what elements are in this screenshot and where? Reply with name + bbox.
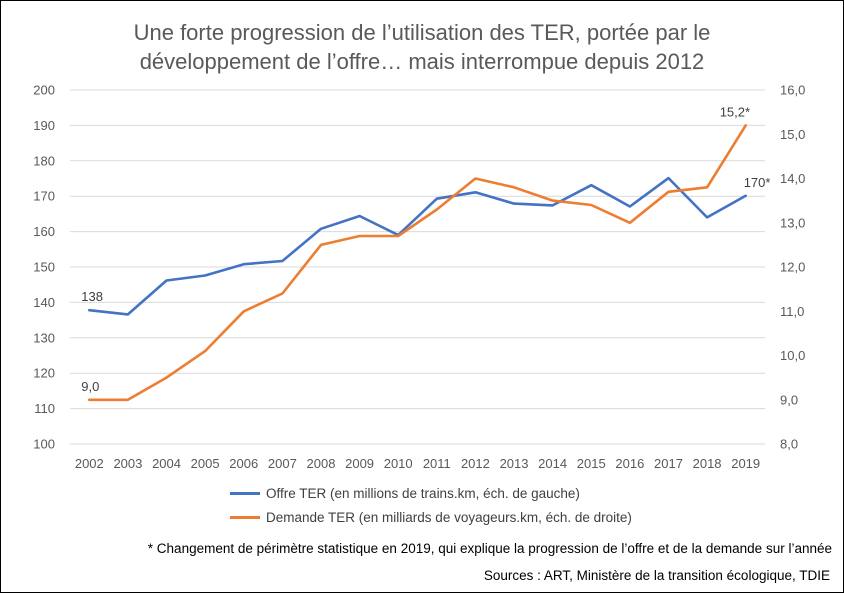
legend-label-demande: Demande TER (en milliards de voyageurs.k… — [266, 509, 632, 525]
y-left-tick-label: 150 — [33, 260, 55, 275]
legend: Offre TER (en millions de trains.km, éch… — [230, 481, 632, 529]
x-tick-label: 2007 — [268, 456, 297, 471]
source-line: Sources : ART, Ministère de la transitio… — [483, 568, 830, 583]
x-tick-label: 2008 — [307, 456, 336, 471]
x-tick-label: 2005 — [191, 456, 220, 471]
x-tick-label: 2013 — [500, 456, 529, 471]
data-label: 9,0 — [81, 379, 99, 394]
y-right-tick-label: 16,0 — [780, 83, 805, 98]
y-left-tick-label: 200 — [33, 83, 55, 98]
y-left-tick-label: 100 — [33, 437, 55, 452]
x-tick-label: 2009 — [345, 456, 374, 471]
series-line-offre — [88, 176, 748, 316]
footnote: * Changement de périmètre statistique en… — [147, 541, 832, 556]
data-label: 15,2* — [720, 104, 750, 119]
chart-title: Une forte progression de l’utilisation d… — [0, 18, 844, 76]
chart-title-line-2: développement de l’offre… mais interromp… — [139, 49, 705, 74]
legend-item-demande: Demande TER (en milliards de voyageurs.k… — [230, 505, 632, 529]
legend-swatch-offre — [230, 491, 260, 495]
x-tick-label: 2004 — [152, 456, 181, 471]
x-tick-label: 2016 — [615, 456, 644, 471]
data-label: 170* — [744, 175, 771, 190]
y-right-tick-label: 11,0 — [780, 304, 804, 319]
y-left-tick-label: 130 — [33, 330, 55, 345]
x-tick-label: 2002 — [75, 456, 104, 471]
legend-label-offre: Offre TER (en millions de trains.km, éch… — [266, 485, 580, 501]
x-tick-label: 2010 — [384, 456, 413, 471]
y-right-tick-label: 13,0 — [780, 215, 805, 230]
y-right-tick-label: 15,0 — [780, 127, 805, 142]
x-tick-label: 2018 — [693, 456, 722, 471]
y-left-tick-label: 180 — [33, 153, 55, 168]
y-right-tick-label: 10,0 — [780, 348, 805, 363]
y-left-tick-label: 120 — [33, 366, 55, 381]
x-tick-label: 2019 — [731, 456, 760, 471]
y-right-tick-label: 8,0 — [780, 437, 798, 452]
y-right-tick-label: 12,0 — [780, 260, 805, 275]
legend-swatch-demande — [230, 515, 260, 519]
y-right-tick-label: 14,0 — [780, 171, 805, 186]
x-tick-label: 2011 — [423, 456, 451, 471]
x-tick-label: 2006 — [229, 456, 258, 471]
x-tick-label: 2012 — [461, 456, 490, 471]
x-tick-label: 2017 — [654, 456, 683, 471]
chart-title-line-1: Une forte progression de l’utilisation d… — [133, 20, 711, 45]
legend-item-offre: Offre TER (en millions de trains.km, éch… — [230, 481, 632, 505]
y-left-tick-label: 110 — [34, 401, 55, 416]
x-tick-label: 2014 — [538, 456, 567, 471]
y-left-tick-label: 190 — [33, 118, 55, 133]
y-right-tick-label: 9,0 — [780, 392, 798, 407]
y-left-tick-label: 140 — [33, 295, 55, 310]
series-line-demande — [88, 124, 748, 402]
x-tick-label: 2015 — [577, 456, 606, 471]
data-label: 138 — [81, 289, 103, 304]
x-tick-label: 2003 — [113, 456, 142, 471]
y-left-tick-label: 160 — [33, 224, 55, 239]
y-left-tick-label: 170 — [33, 189, 55, 204]
